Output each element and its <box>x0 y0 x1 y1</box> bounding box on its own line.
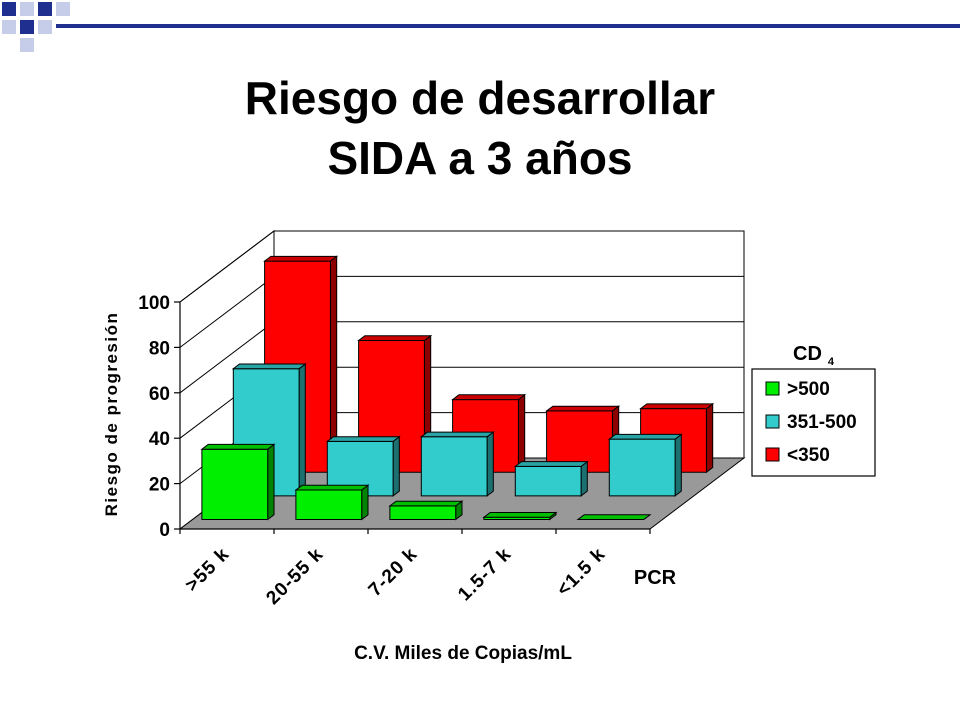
chart-legend: >500 351-500 <350 <box>751 368 876 477</box>
bar <box>607 433 683 497</box>
legend-swatch <box>765 414 780 429</box>
bar-top-face <box>325 436 401 442</box>
bar-top-face <box>419 431 495 438</box>
bar-front-face <box>295 489 363 520</box>
bar-side-face <box>674 433 682 497</box>
bar-side-face <box>580 460 588 497</box>
bar-top-face <box>607 433 683 440</box>
bar-top-face <box>639 403 715 410</box>
y-tick-label: 40 <box>149 429 170 450</box>
x-axis-label: C.V. Miles de Copias/mL <box>354 643 572 664</box>
x-tick-label: 20-55 k <box>262 544 327 609</box>
top-rule <box>56 24 960 28</box>
bar-front-face <box>201 448 269 520</box>
bar-front-face <box>420 436 488 497</box>
bar <box>513 460 589 497</box>
bar-top-face <box>451 394 527 401</box>
bar-top-face <box>513 461 589 467</box>
deco-square <box>2 20 16 34</box>
deco-square <box>38 2 52 16</box>
bar-top-face <box>357 335 433 341</box>
bar <box>388 500 464 521</box>
x-tick-label: <1.5 k <box>553 544 610 601</box>
deco-square <box>20 38 34 52</box>
y-axis-label: Riesgo de progresión <box>102 312 121 517</box>
bar-top-face <box>200 443 276 450</box>
legend-label: >500 <box>787 379 830 400</box>
legend-label: <350 <box>787 445 830 466</box>
bar-side-face <box>705 402 714 474</box>
deco-square <box>38 20 52 34</box>
legend-label: 351-500 <box>787 412 857 433</box>
gridline <box>179 230 744 303</box>
x-tick-label: >55 k <box>181 544 233 596</box>
bar-top-face <box>231 363 307 370</box>
bar-front-face <box>514 465 582 497</box>
bar-side-face <box>517 393 526 474</box>
x-tick-label: 7-20 k <box>365 544 422 601</box>
bar-top-face <box>388 500 464 507</box>
bar-side-face <box>298 362 306 497</box>
bar-front-face <box>389 505 457 520</box>
bar-side-face <box>267 443 275 521</box>
bar-side-face <box>486 431 494 497</box>
chart-bars <box>200 255 715 521</box>
bar <box>200 443 276 521</box>
deco-square <box>2 2 16 16</box>
bar-top-face <box>263 255 339 262</box>
bar-side-face <box>392 435 400 497</box>
y-tick-label: 0 <box>159 520 170 541</box>
bar-top-face <box>545 405 621 412</box>
bar <box>325 435 401 497</box>
x-axis-end-label: PCR <box>634 567 677 589</box>
legend-swatch <box>765 447 780 462</box>
legend-title: CD 4 <box>793 343 835 368</box>
deco-square <box>20 20 34 34</box>
legend-title-subscript: 4 <box>828 356 835 368</box>
slide-title-line-2: SIDA a 3 años <box>327 132 633 184</box>
y-tick-label: 60 <box>149 384 170 405</box>
y-tick-label: 80 <box>149 338 170 359</box>
slide-title: Riesgo de desarrollar SIDA a 3 años <box>0 68 960 188</box>
bar-side-face <box>361 484 369 521</box>
bar <box>482 511 558 521</box>
x-tick-label: 1.5-7 k <box>454 544 516 606</box>
y-tick-label: 20 <box>149 475 170 496</box>
deco-square <box>20 2 34 16</box>
bar <box>294 484 370 521</box>
bar-top-face <box>294 484 370 491</box>
bar <box>419 431 495 497</box>
corner-decoration <box>0 0 100 60</box>
legend-swatch <box>765 381 780 396</box>
legend-title-text: CD <box>793 343 822 365</box>
bar-top-face <box>576 514 652 520</box>
slide-title-line-1: Riesgo de desarrollar <box>244 72 716 124</box>
y-tick-label: 100 <box>138 293 170 314</box>
bar <box>576 514 652 520</box>
bar-front-face <box>608 438 676 497</box>
deco-square <box>56 2 70 16</box>
bar-top-face <box>482 512 558 518</box>
